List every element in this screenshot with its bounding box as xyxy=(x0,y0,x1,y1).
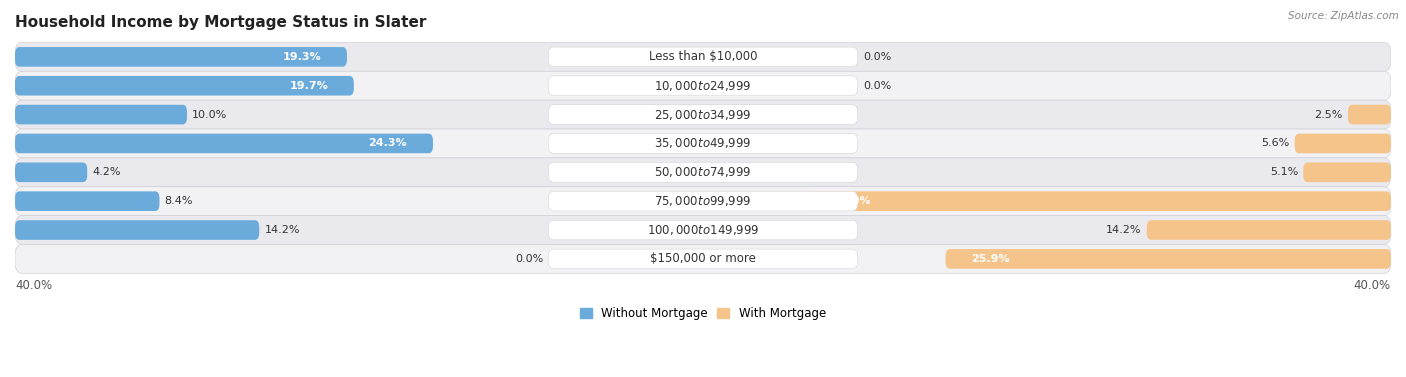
FancyBboxPatch shape xyxy=(15,244,1391,273)
FancyBboxPatch shape xyxy=(1348,105,1391,124)
FancyBboxPatch shape xyxy=(15,162,87,182)
Text: 34.0%: 34.0% xyxy=(832,196,870,206)
FancyBboxPatch shape xyxy=(548,192,858,211)
FancyBboxPatch shape xyxy=(15,220,259,240)
Text: 0.0%: 0.0% xyxy=(863,52,891,62)
Text: 5.1%: 5.1% xyxy=(1270,167,1298,177)
Text: $35,000 to $49,999: $35,000 to $49,999 xyxy=(654,136,752,150)
Text: 10.0%: 10.0% xyxy=(193,110,228,120)
Text: 40.0%: 40.0% xyxy=(1354,279,1391,291)
FancyBboxPatch shape xyxy=(945,249,1391,269)
Text: $75,000 to $99,999: $75,000 to $99,999 xyxy=(654,194,752,208)
FancyBboxPatch shape xyxy=(1147,220,1391,240)
Text: 0.0%: 0.0% xyxy=(863,81,891,91)
FancyBboxPatch shape xyxy=(15,192,159,211)
FancyBboxPatch shape xyxy=(1303,162,1391,182)
Text: 40.0%: 40.0% xyxy=(15,279,52,291)
Text: 0.0%: 0.0% xyxy=(515,254,543,264)
FancyBboxPatch shape xyxy=(15,187,1391,216)
FancyBboxPatch shape xyxy=(15,216,1391,244)
Text: $100,000 to $149,999: $100,000 to $149,999 xyxy=(647,223,759,237)
FancyBboxPatch shape xyxy=(806,192,1391,211)
Text: Household Income by Mortgage Status in Slater: Household Income by Mortgage Status in S… xyxy=(15,15,426,30)
Text: 5.6%: 5.6% xyxy=(1261,138,1289,149)
Text: 14.2%: 14.2% xyxy=(264,225,299,235)
FancyBboxPatch shape xyxy=(15,71,1391,100)
FancyBboxPatch shape xyxy=(548,76,858,95)
FancyBboxPatch shape xyxy=(548,249,858,269)
Text: 4.2%: 4.2% xyxy=(93,167,121,177)
Text: 25.9%: 25.9% xyxy=(972,254,1010,264)
Text: $25,000 to $34,999: $25,000 to $34,999 xyxy=(654,107,752,122)
FancyBboxPatch shape xyxy=(15,105,187,124)
Legend: Without Mortgage, With Mortgage: Without Mortgage, With Mortgage xyxy=(575,302,831,325)
FancyBboxPatch shape xyxy=(15,43,1391,71)
Text: 24.3%: 24.3% xyxy=(368,138,408,149)
FancyBboxPatch shape xyxy=(548,105,858,124)
FancyBboxPatch shape xyxy=(15,76,354,95)
FancyBboxPatch shape xyxy=(15,100,1391,129)
Text: $150,000 or more: $150,000 or more xyxy=(650,252,756,265)
FancyBboxPatch shape xyxy=(548,133,858,153)
Text: 19.7%: 19.7% xyxy=(290,81,328,91)
FancyBboxPatch shape xyxy=(548,220,858,240)
FancyBboxPatch shape xyxy=(15,133,433,153)
FancyBboxPatch shape xyxy=(15,47,347,67)
Text: $50,000 to $74,999: $50,000 to $74,999 xyxy=(654,165,752,179)
Text: 2.5%: 2.5% xyxy=(1315,110,1343,120)
FancyBboxPatch shape xyxy=(15,158,1391,187)
Text: 19.3%: 19.3% xyxy=(283,52,321,62)
FancyBboxPatch shape xyxy=(1295,133,1391,153)
FancyBboxPatch shape xyxy=(15,129,1391,158)
Text: Source: ZipAtlas.com: Source: ZipAtlas.com xyxy=(1288,11,1399,21)
FancyBboxPatch shape xyxy=(548,47,858,67)
FancyBboxPatch shape xyxy=(548,162,858,182)
Text: 8.4%: 8.4% xyxy=(165,196,193,206)
Text: $10,000 to $24,999: $10,000 to $24,999 xyxy=(654,79,752,93)
Text: Less than $10,000: Less than $10,000 xyxy=(648,51,758,63)
Text: 14.2%: 14.2% xyxy=(1107,225,1142,235)
